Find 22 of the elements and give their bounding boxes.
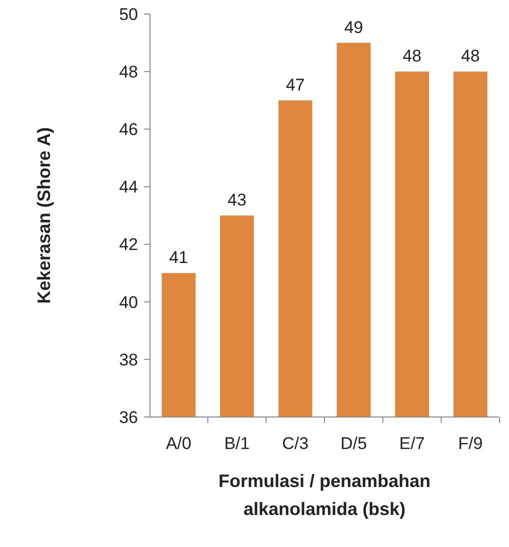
y-tick-label: 46 [119,120,138,140]
x-tick-label: E/7 [399,434,425,453]
data-label: 49 [344,18,364,37]
y-tick-label: 40 [119,292,138,312]
y-tick-label: 50 [119,4,138,24]
x-tick-label: B/1 [224,434,250,453]
y-tick-label: 48 [119,62,138,82]
data-label: 48 [460,46,480,66]
data-label: 41 [169,248,188,268]
data-label: 47 [286,75,305,94]
y-tick-label: 38 [119,350,138,370]
x-tick-label: C/3 [282,434,309,453]
x-axis-title: Formulasi / penambahan alkanolamida (bsk) [218,471,431,519]
x-tick-label: D/5 [340,434,367,453]
y-tick-label: 42 [119,235,138,254]
data-label: 43 [227,190,246,210]
x-tick-label: A/0 [166,434,192,453]
x-tick-label: F/9 [458,434,483,453]
y-axis-title: Kekerasan (Shore A) [34,127,54,304]
data-label: 48 [402,46,422,66]
y-tick-label: 44 [119,178,138,197]
y-tick-label: 36 [119,408,138,427]
